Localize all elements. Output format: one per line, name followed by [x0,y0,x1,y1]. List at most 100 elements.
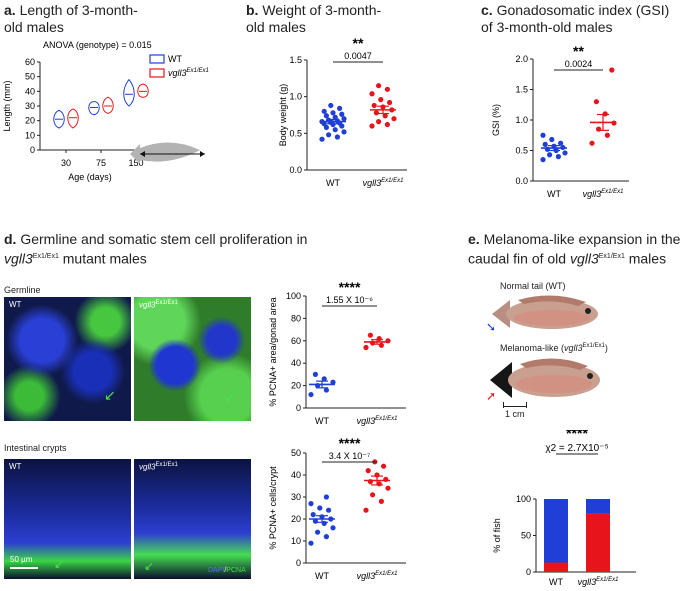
germline-label: Germline [4,285,41,295]
y-tick-label: 0.0 [515,176,528,186]
y-tick-label: 20 [291,381,301,391]
crypts-label: Intestinal crypts [4,443,67,453]
data-point [562,150,568,156]
p-value: 0.0047 [344,51,372,61]
data-point [369,91,375,97]
p-value: 3.4 X 10⁻⁷ [329,451,371,461]
legend-label: WT [168,54,182,64]
panel-d-letter: d. [4,231,17,247]
panel-e-title-line2: caudal fin of old [468,250,570,267]
data-point [339,111,345,117]
violin [102,96,114,114]
y-tick-label: 60 [291,336,301,346]
data-point [308,540,314,546]
x-tick-label: 150 [128,158,143,168]
data-point [376,83,382,89]
y-tick-label: 80 [291,313,301,323]
x-tick-label: 30 [61,158,71,168]
panel-e-title-line1: Melanoma-like expansion in the [483,231,681,247]
data-point [323,113,329,119]
data-point [332,114,338,120]
panel-b-title-line1: Weight of 3-month- [262,2,382,18]
y-tick-label: 10 [291,536,301,546]
data-point [542,141,548,147]
data-point [602,111,608,117]
data-point [387,99,393,106]
data-point [308,501,314,507]
data-point [558,140,564,146]
micrograph-germline-mutant-label: vgll3Ex1/Ex1 [139,300,178,310]
fish-scale-label: 1 cm [505,409,525,419]
arrow-icon: ➘ [486,320,497,334]
chart-b-body-weight: 0.0 0.5 1.0 1.5 Body weight (g) WT vgll3Ex1/Ex… [278,36,407,188]
data-point [319,136,325,142]
data-point [555,154,561,160]
data-point [378,342,384,348]
chart-c-gsi: 0.0 0.5 1.0 1.5 2.0 GSI (%) WT vgll3Ex1/Ex1 **0.… [491,43,629,199]
y-tick-label: 50 [25,72,35,82]
data-point [593,99,599,105]
data-point [378,97,384,103]
panel-b-title: b. Weight of 3-month- old males [246,2,381,36]
y-tick-label: 40 [291,470,301,480]
panel-e-letter: e. [468,231,480,247]
x-category-label: vgll3Ex1/Ex1 [583,189,624,199]
y-tick-label: 1.0 [289,92,302,102]
anova-annotation: ANOVA (genotype) = 0.015 [43,40,152,50]
data-point [382,113,388,119]
x-category-label: vgll3Ex1/Ex1 [357,416,398,426]
data-point [549,136,555,143]
panel-e-gene: vgll3 [569,250,599,267]
chi-square-annotation: χ2 = 2.7X10⁻⁵ [545,443,608,454]
micrograph-crypts-mutant-label: vgll3Ex1/Ex1 [139,462,178,472]
data-point [540,157,546,163]
data-point [363,507,369,513]
x-category-label: WT [315,416,329,426]
panel-d-allele: Ex1/Ex1 [32,253,59,260]
data-point [373,110,379,116]
data-point [363,344,369,351]
y-tick-label: 100 [516,494,531,504]
data-point [369,123,375,129]
data-point [328,102,334,109]
panel-d-title-line1: Germline and somatic stem cell prolifera… [20,231,308,247]
stacked-bar-segment [586,513,610,572]
y-tick-label: 0 [526,567,531,577]
data-point [341,129,347,135]
y-axis-label: % of fish [492,518,502,553]
x-tick-label: 75 [96,158,106,168]
data-point [334,134,340,140]
fish-scale-bar-tick-right [526,402,527,408]
chart-a-length-violin: 0 10 20 30 40 50 60 Length (mm) 30 75 150 Age (days… [2,40,209,182]
significance-stars: ** [353,36,364,51]
p-value: 0.0024 [565,59,593,69]
data-point [315,529,321,535]
data-point [323,534,329,540]
data-point [330,379,336,385]
data-point [312,371,318,377]
data-point [378,498,384,504]
panel-a-title-line2: old males [4,19,64,35]
significance-stars: **** [339,279,361,295]
data-point [330,110,336,116]
scale-bar-label: 50 µm [10,555,33,564]
panel-d-title: d. Germline and somatic stem cell prolif… [4,231,307,268]
y-tick-label: 0.5 [289,128,302,138]
y-tick-label: 0 [296,403,301,413]
x-category-label: vgll3Ex1/Ex1 [363,178,404,188]
significance-stars: **** [339,435,361,451]
fish-normal-image [492,295,598,329]
panel-a-letter: a. [4,2,16,18]
micrograph-germline-mutant: vgll3Ex1/Ex1 ↙ [134,297,251,421]
panel-e-title: e. Melanoma-like expansion in the caudal… [468,231,680,268]
data-point [391,116,397,122]
data-point [341,116,347,122]
panel-c-title: c. Gonadosomatic index (GSI) of 3-month-… [481,2,669,36]
data-point [547,152,553,158]
data-point [317,505,323,511]
arrow-icon: ➚ [486,389,497,403]
x-category-label: vgll3Ex1/Ex1 [357,571,398,581]
stacked-bar-segment [544,562,568,572]
chart-d-germline-pcna: 0 20 40 60 80 100 % PCNA+ area/gonad area WT vgl… [268,279,406,426]
significance-stars: ** [573,43,584,59]
